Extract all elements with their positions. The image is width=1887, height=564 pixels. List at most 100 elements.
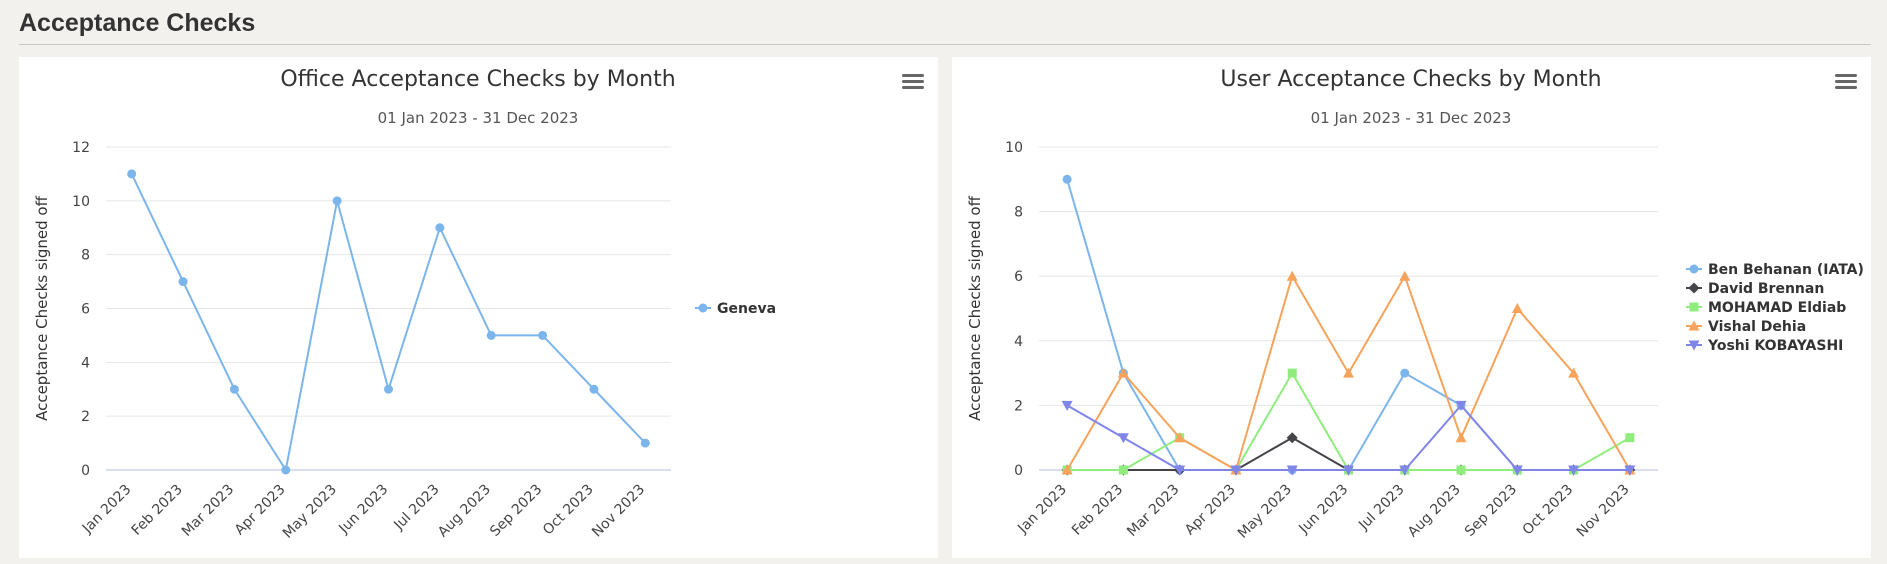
data-point[interactable] (384, 384, 393, 394)
x-tick-label: Aug 2023 (1405, 482, 1464, 541)
legend-marker[interactable] (1688, 320, 1700, 331)
data-point[interactable] (1118, 465, 1128, 475)
page-title: Acceptance Checks (19, 9, 256, 37)
x-tick-label: Oct 2023 (540, 482, 597, 539)
legend-marker[interactable] (698, 303, 708, 313)
legend-marker[interactable] (1689, 302, 1699, 312)
legend-item[interactable]: Yoshi KOBAYASHI (1686, 338, 1843, 354)
y-tick-label: 4 (1014, 334, 1023, 350)
x-tick-label: Feb 2023 (1069, 482, 1126, 539)
legend-label: Vishal Dehia (1708, 319, 1806, 335)
y-tick-label: 0 (81, 463, 90, 479)
data-point[interactable] (1455, 400, 1467, 411)
x-tick-label: Jun 2023 (1295, 482, 1351, 538)
menu-icon (902, 86, 924, 89)
x-tick-label: Aug 2023 (435, 482, 494, 541)
y-tick-label: 12 (72, 140, 90, 156)
user-chart-title: User Acceptance Checks by Month (1220, 67, 1601, 92)
x-tick-label: Oct 2023 (1520, 482, 1577, 539)
y-tick-label: 8 (1014, 205, 1023, 221)
data-point[interactable] (1625, 433, 1635, 443)
series-vishal-dehia (1061, 270, 1636, 475)
series-ben-behanan-iata- (1062, 174, 1635, 475)
x-tick-label: Nov 2023 (589, 482, 648, 541)
data-point[interactable] (1343, 367, 1354, 378)
page-header: Acceptance Checks (19, 8, 1871, 45)
office-chart-panel: Office Acceptance Checks by Month 01 Jan … (19, 57, 938, 558)
data-point[interactable] (1061, 464, 1073, 475)
x-tick-label: Sep 2023 (1462, 482, 1520, 540)
menu-icon (902, 80, 924, 83)
y-tick-label: 8 (81, 248, 90, 264)
data-point[interactable] (1399, 465, 1411, 476)
y-tick-label: 2 (81, 409, 90, 425)
data-point[interactable] (1511, 303, 1523, 313)
data-point[interactable] (538, 330, 548, 340)
data-point[interactable] (1568, 465, 1580, 476)
series-line (1066, 404, 1630, 471)
menu-icon (1835, 80, 1857, 83)
legend-item[interactable]: MOHAMAD Eldiab (1686, 300, 1846, 316)
y-axis-title: Acceptance Checks signed off (33, 195, 51, 420)
x-tick-label: May 2023 (1235, 482, 1295, 542)
y-axis-title: Acceptance Checks signed off (966, 195, 984, 420)
y-tick-label: 10 (1005, 140, 1023, 156)
series-yoshi-kobayashi (1061, 400, 1636, 476)
series-line (130, 173, 647, 471)
user-chart: User Acceptance Checks by Month 01 Jan 20… (966, 67, 1864, 542)
data-point[interactable] (1117, 367, 1129, 378)
data-point[interactable] (1117, 433, 1129, 444)
legend-label: David Brennan (1708, 281, 1824, 297)
data-point[interactable] (127, 169, 137, 179)
data-point[interactable] (1455, 432, 1467, 443)
data-point[interactable] (1568, 367, 1580, 378)
data-point[interactable] (1456, 465, 1466, 475)
legend-marker[interactable] (1689, 264, 1699, 274)
data-point[interactable] (1286, 465, 1298, 476)
user-chart-subtitle: 01 Jan 2023 - 31 Dec 2023 (1311, 109, 1512, 127)
legend-label: Yoshi KOBAYASHI (1707, 338, 1843, 354)
data-point[interactable] (229, 384, 239, 394)
user-chart-panel: User Acceptance Checks by Month 01 Jan 20… (952, 57, 1871, 558)
data-point[interactable] (1286, 270, 1298, 281)
data-point[interactable] (1230, 465, 1242, 476)
data-point[interactable] (640, 438, 650, 448)
legend-marker[interactable] (1688, 282, 1700, 294)
user-chart-menu-button[interactable] (1835, 74, 1857, 94)
y-tick-label: 10 (72, 194, 90, 210)
x-tick-label: May 2023 (280, 482, 340, 542)
data-point[interactable] (1400, 368, 1410, 378)
data-point[interactable] (1174, 432, 1186, 443)
legend-item[interactable]: David Brennan (1686, 281, 1824, 297)
data-point[interactable] (1399, 270, 1411, 281)
menu-icon (902, 74, 924, 77)
data-point[interactable] (486, 330, 496, 340)
data-point[interactable] (1624, 465, 1636, 476)
data-point[interactable] (1511, 465, 1523, 476)
x-tick-label: Jul 2023 (1355, 482, 1407, 534)
data-point[interactable] (1062, 174, 1072, 184)
data-point[interactable] (178, 277, 188, 287)
legend-item[interactable]: Geneva (695, 301, 776, 317)
legend-item[interactable]: Vishal Dehia (1686, 319, 1806, 335)
series-line (1066, 179, 1630, 471)
data-point[interactable] (332, 196, 342, 206)
data-point[interactable] (1287, 368, 1297, 378)
x-tick-label: Jul 2023 (390, 482, 442, 534)
series-geneva (127, 169, 650, 475)
legend-item[interactable]: Ben Behanan (IATA) (1686, 262, 1864, 278)
y-tick-label: 6 (81, 302, 90, 318)
data-point[interactable] (1343, 465, 1354, 476)
data-point[interactable] (1286, 432, 1298, 444)
office-chart-menu-button[interactable] (902, 74, 924, 94)
series-mohamad-eldiab (1062, 368, 1635, 475)
data-point[interactable] (281, 465, 291, 475)
data-point[interactable] (1061, 400, 1073, 411)
legend-marker[interactable] (1688, 340, 1700, 351)
data-point[interactable] (435, 223, 445, 233)
data-point[interactable] (589, 384, 599, 394)
data-point[interactable] (1174, 465, 1186, 476)
x-tick-label: Jun 2023 (335, 482, 391, 538)
legend-label: MOHAMAD Eldiab (1708, 300, 1846, 316)
y-tick-label: 6 (1014, 269, 1023, 285)
